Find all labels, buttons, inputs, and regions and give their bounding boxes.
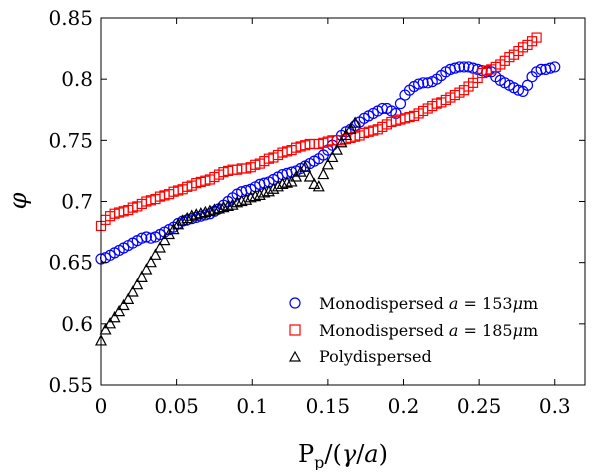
data-point-triangle (303, 170, 316, 182)
data-point-triangle (271, 180, 284, 192)
y-tick-label: 0.55 (48, 373, 93, 397)
data-point-triangle (99, 323, 112, 335)
y-tick-label: 0.85 (48, 6, 93, 30)
y-tick-label: 0.6 (61, 312, 93, 336)
data-point-circle (458, 61, 470, 73)
data-point-circle (394, 98, 407, 110)
data-point-triangle (222, 199, 235, 211)
data-point-triangle (158, 233, 171, 246)
data-point-triangle (185, 209, 198, 221)
data-point-triangle (335, 135, 348, 148)
data-point-triangle (330, 143, 343, 155)
x-tick-label: 0 (95, 394, 108, 418)
data-point-circle (449, 62, 461, 74)
data-point-triangle (340, 128, 353, 141)
data-point-triangle (122, 292, 135, 304)
data-point-triangle (172, 217, 185, 230)
data-point-triangle (299, 160, 312, 172)
data-point-triangle (240, 193, 253, 205)
data-point-square (531, 32, 542, 43)
y-tick-label: 0.7 (61, 190, 93, 214)
series-square (95, 32, 542, 232)
data-point-triangle (308, 177, 321, 189)
data-point-triangle (253, 188, 266, 200)
data-point-circle (544, 62, 556, 74)
x-axis-label: Pp/(γ/a) (298, 440, 388, 470)
data-point-triangle (212, 202, 225, 214)
x-tick-label: 0.15 (306, 394, 351, 418)
legend-marker-circle (289, 297, 301, 309)
data-point-triangle (140, 263, 153, 275)
data-point-circle (136, 232, 148, 244)
legend-label-polydispersed: Polydispersed (319, 347, 432, 366)
data-point-triangle (326, 150, 339, 163)
legend-label-monodispersed-153: Monodispersed a = 153μm (319, 294, 538, 313)
data-point-triangle (349, 116, 362, 128)
data-point-circle (549, 61, 561, 73)
data-point-triangle (104, 317, 117, 329)
x-tick-label: 0.1 (236, 394, 268, 418)
data-point-triangle (217, 200, 230, 213)
data-point-triangle (194, 206, 207, 219)
series-circle (95, 61, 561, 265)
data-point-triangle (117, 298, 130, 311)
data-point-circle (140, 231, 152, 243)
data-point-triangle (153, 241, 166, 253)
x-tick-label: 0.3 (539, 394, 571, 418)
data-point-triangle (262, 184, 275, 197)
data-point-triangle (281, 176, 294, 188)
axis-ticks: 0 0.05 0.1 0.15 0.2 0.25 0.3 0.55 0.6 0.65 0.7 0.75… (48, 6, 585, 418)
legend-item-monodispersed-153: Monodispersed a = 153μm (289, 294, 538, 313)
data-point-triangle (321, 158, 334, 170)
data-point-triangle (226, 198, 239, 210)
data-point-triangle (235, 194, 248, 207)
data-point-triangle (181, 211, 194, 224)
legend-item-monodispersed-185: Monodispersed a = 185μm (289, 321, 538, 340)
data-point-triangle (267, 182, 280, 194)
legend-marker-square (289, 324, 301, 336)
x-tick-label: 0.05 (154, 394, 199, 418)
legend: Monodispersed a = 153μm Monodispersed a … (288, 294, 538, 366)
data-point-triangle (258, 186, 271, 198)
data-point-triangle (126, 285, 139, 297)
y-axis-label: φ (4, 192, 32, 209)
x-tick-label: 0.2 (388, 394, 420, 418)
legend-marker-triangle (288, 350, 302, 362)
data-point-circle (512, 84, 525, 96)
data-point-triangle (244, 191, 257, 203)
data-point-circle (453, 61, 466, 73)
y-tick-label: 0.75 (48, 128, 93, 152)
data-point-triangle (108, 310, 121, 323)
data-point-triangle (135, 270, 148, 282)
data-marks (95, 32, 561, 346)
series-triangle (95, 116, 362, 346)
data-point-triangle (317, 167, 330, 180)
data-point-triangle (344, 122, 357, 134)
data-point-triangle (149, 248, 162, 260)
data-point-circle (417, 77, 429, 89)
data-point-triangle (249, 189, 262, 202)
x-tick-label: 0.25 (457, 394, 502, 418)
y-tick-label: 0.65 (48, 251, 93, 275)
legend-label-monodispersed-185: Monodispersed a = 185μm (319, 321, 538, 340)
data-point-circle (413, 78, 425, 90)
data-point-triangle (203, 204, 216, 216)
data-point-triangle (199, 205, 212, 218)
data-point-triangle (231, 195, 244, 208)
data-point-triangle (144, 255, 157, 268)
data-point-circle (521, 79, 534, 91)
data-point-triangle (113, 304, 126, 317)
legend-item-polydispersed: Polydispersed (288, 347, 432, 366)
data-point-triangle (190, 208, 203, 220)
data-point-triangle (276, 177, 289, 189)
data-point-circle (535, 63, 547, 75)
data-point-triangle (312, 180, 325, 192)
data-point-triangle (131, 277, 144, 290)
y-tick-label: 0.8 (61, 67, 93, 91)
data-point-triangle (208, 203, 221, 215)
data-point-triangle (176, 214, 189, 226)
